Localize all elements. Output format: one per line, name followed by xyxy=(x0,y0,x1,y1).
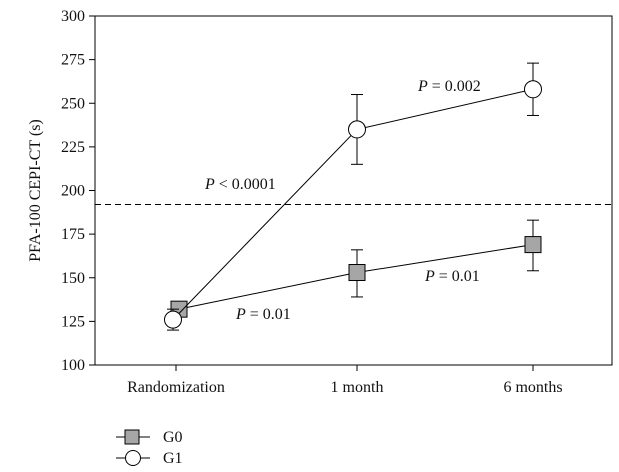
legend-square-marker xyxy=(124,429,140,445)
y-tick-label: 175 xyxy=(61,226,85,243)
y-tick-label: 100 xyxy=(61,357,85,374)
legend-item-g1: G1 xyxy=(116,450,183,467)
series-group xyxy=(164,62,542,331)
series-g1 xyxy=(164,62,542,331)
p-value: = 0.01 xyxy=(435,268,480,285)
p-value-annotation: P = 0.002 xyxy=(417,78,481,95)
p-value-annotation: P = 0.01 xyxy=(235,306,291,323)
x-tick-label: 1 month xyxy=(331,379,384,396)
p-italic: P xyxy=(417,78,428,95)
y-tick-label: 125 xyxy=(61,313,85,330)
series-g0 xyxy=(170,219,542,318)
data-point-square xyxy=(348,264,366,282)
p-value: < 0.0001 xyxy=(215,176,276,193)
p-italic: P xyxy=(204,176,215,193)
legend-label: G0 xyxy=(163,429,183,446)
data-point-square xyxy=(524,236,542,254)
data-point-circle xyxy=(164,310,182,329)
p-italic: P xyxy=(235,306,246,323)
x-tick-label: Randomization xyxy=(127,379,225,396)
p-value-annotation: P < 0.0001 xyxy=(204,176,276,193)
y-tick-label: 150 xyxy=(61,270,85,287)
y-axis: 100 125 150 175 200 225 250 275 300 xyxy=(61,8,95,374)
p-italic: P xyxy=(424,268,435,285)
data-point-circle xyxy=(348,120,366,139)
p-value-annotation: P = 0.01 xyxy=(424,268,480,285)
p-value: = 0.002 xyxy=(428,78,481,95)
data-point-circle xyxy=(524,80,542,99)
y-tick-label: 275 xyxy=(61,52,85,69)
y-tick-label: 250 xyxy=(61,95,85,112)
legend-circle-marker xyxy=(125,450,141,466)
p-value: = 0.01 xyxy=(246,306,291,323)
y-axis-title: PFA-100 CEPI-CT (s) xyxy=(27,119,44,262)
y-tick-label: 300 xyxy=(61,8,85,25)
legend-label: G1 xyxy=(163,450,183,467)
x-axis: Randomization 1 month 6 months xyxy=(127,365,563,396)
y-tick-label: 225 xyxy=(61,139,85,156)
legend-item-g0: G0 xyxy=(116,429,183,446)
x-tick-label: 6 months xyxy=(503,379,562,396)
y-tick-label: 200 xyxy=(61,183,85,200)
